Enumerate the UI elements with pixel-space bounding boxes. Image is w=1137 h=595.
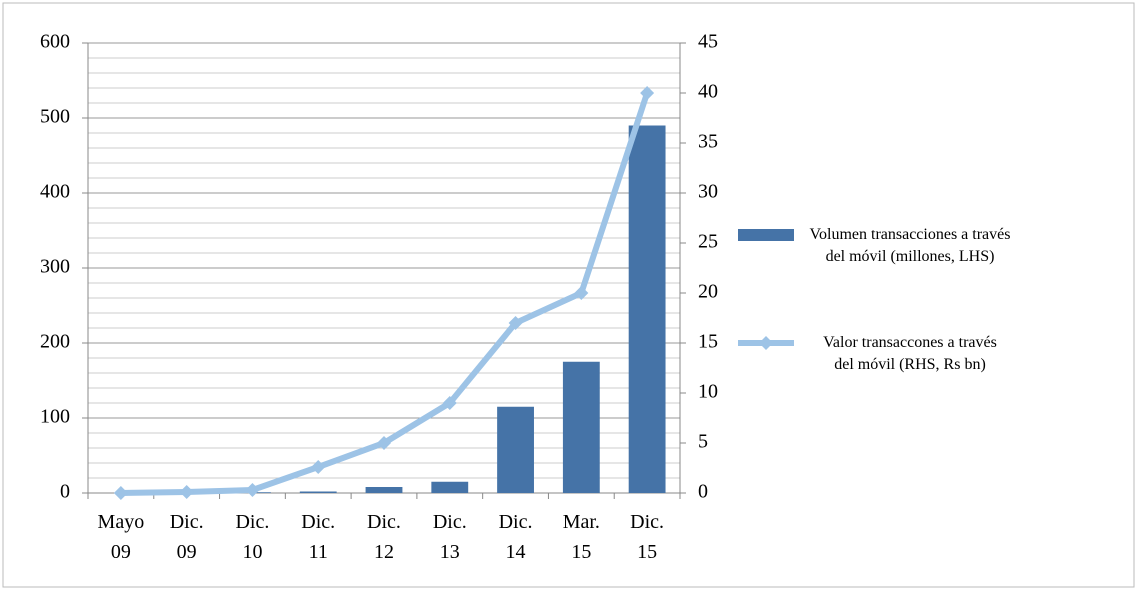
line-marker bbox=[245, 483, 259, 497]
x-tick-label: Dic.12 bbox=[367, 511, 401, 563]
y2-tick-label: 35 bbox=[698, 131, 718, 153]
y2-tick-label: 30 bbox=[698, 181, 718, 203]
bar bbox=[629, 126, 666, 494]
y2-tick-label: 10 bbox=[698, 381, 718, 403]
x-tick-label: Dic.15 bbox=[630, 511, 664, 563]
y-tick-label: 600 bbox=[40, 31, 70, 53]
bar bbox=[497, 407, 534, 493]
y-tick-label: 500 bbox=[40, 106, 70, 128]
x-tick-label: Mar.15 bbox=[563, 511, 600, 563]
line-marker bbox=[180, 485, 194, 499]
y2-tick-label: 20 bbox=[698, 281, 718, 303]
y2-tick-label: 5 bbox=[698, 431, 708, 453]
y2-tick-label: 45 bbox=[698, 31, 718, 53]
y2-tick-label: 25 bbox=[698, 231, 718, 253]
legend-marker bbox=[759, 336, 773, 350]
x-tick-label: Dic.11 bbox=[301, 511, 335, 563]
legend-swatch bbox=[738, 229, 794, 241]
bar bbox=[431, 482, 468, 493]
y-tick-label: 400 bbox=[40, 181, 70, 203]
y-tick-label: 100 bbox=[40, 406, 70, 428]
line-marker bbox=[114, 486, 128, 500]
y2-tick-label: 40 bbox=[698, 81, 718, 103]
bar bbox=[366, 487, 403, 493]
y-tick-label: 300 bbox=[40, 256, 70, 278]
x-tick-label: Dic.09 bbox=[170, 511, 204, 563]
x-tick-label: Dic.13 bbox=[433, 511, 467, 563]
x-tick-label: Dic.10 bbox=[235, 511, 269, 563]
bar bbox=[300, 492, 337, 494]
y2-tick-label: 0 bbox=[698, 481, 708, 503]
y2-tick-label: 15 bbox=[698, 331, 718, 353]
x-tick-label: Dic.14 bbox=[499, 511, 533, 563]
y-tick-label: 0 bbox=[60, 481, 70, 503]
bar bbox=[563, 362, 600, 493]
y-tick-label: 200 bbox=[40, 331, 70, 353]
frame bbox=[3, 3, 1134, 587]
